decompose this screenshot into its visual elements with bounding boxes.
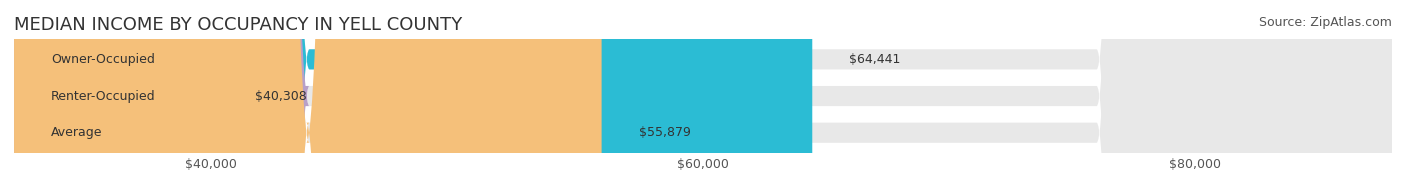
Text: Source: ZipAtlas.com: Source: ZipAtlas.com <box>1258 16 1392 29</box>
FancyBboxPatch shape <box>14 0 1392 196</box>
Text: Average: Average <box>51 126 103 139</box>
Text: $40,308: $40,308 <box>256 90 307 103</box>
Text: $64,441: $64,441 <box>849 53 901 66</box>
FancyBboxPatch shape <box>14 0 1392 196</box>
Text: Owner-Occupied: Owner-Occupied <box>51 53 155 66</box>
FancyBboxPatch shape <box>14 0 813 196</box>
Text: MEDIAN INCOME BY OCCUPANCY IN YELL COUNTY: MEDIAN INCOME BY OCCUPANCY IN YELL COUNT… <box>14 16 463 34</box>
FancyBboxPatch shape <box>0 0 309 196</box>
FancyBboxPatch shape <box>14 0 602 196</box>
Text: Renter-Occupied: Renter-Occupied <box>51 90 156 103</box>
Text: $55,879: $55,879 <box>638 126 690 139</box>
FancyBboxPatch shape <box>14 0 1392 196</box>
